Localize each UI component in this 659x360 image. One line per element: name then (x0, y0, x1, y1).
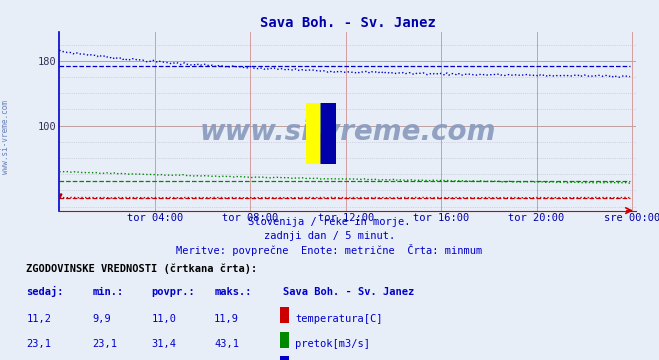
Text: zadnji dan / 5 minut.: zadnji dan / 5 minut. (264, 231, 395, 242)
Title: Sava Boh. - Sv. Janez: Sava Boh. - Sv. Janez (260, 16, 436, 30)
Text: 11,2: 11,2 (26, 314, 51, 324)
Polygon shape (322, 103, 336, 164)
Text: Slovenija / reke in morje.: Slovenija / reke in morje. (248, 217, 411, 227)
Text: 31,4: 31,4 (152, 339, 177, 349)
Text: Meritve: povprečne  Enote: metrične  Črta: minmum: Meritve: povprečne Enote: metrične Črta:… (177, 244, 482, 256)
Text: pretok[m3/s]: pretok[m3/s] (295, 339, 370, 349)
Text: www.si-vreme.com: www.si-vreme.com (1, 100, 10, 174)
Text: maks.:: maks.: (214, 287, 252, 297)
Text: www.si-vreme.com: www.si-vreme.com (200, 118, 496, 146)
Text: ZGODOVINSKE VREDNOSTI (črtkana črta):: ZGODOVINSKE VREDNOSTI (črtkana črta): (26, 263, 258, 274)
Bar (322, 103, 336, 133)
Text: 23,1: 23,1 (92, 339, 117, 349)
Text: sedaj:: sedaj: (26, 286, 64, 297)
Text: Sava Boh. - Sv. Janez: Sava Boh. - Sv. Janez (283, 287, 415, 297)
Text: min.:: min.: (92, 287, 123, 297)
Bar (322, 133, 336, 164)
Text: 11,0: 11,0 (152, 314, 177, 324)
Text: 43,1: 43,1 (214, 339, 239, 349)
Text: 11,9: 11,9 (214, 314, 239, 324)
Text: 9,9: 9,9 (92, 314, 111, 324)
Text: povpr.:: povpr.: (152, 287, 195, 297)
Bar (306, 103, 322, 164)
Text: temperatura[C]: temperatura[C] (295, 314, 383, 324)
Text: 23,1: 23,1 (26, 339, 51, 349)
Polygon shape (322, 103, 336, 164)
